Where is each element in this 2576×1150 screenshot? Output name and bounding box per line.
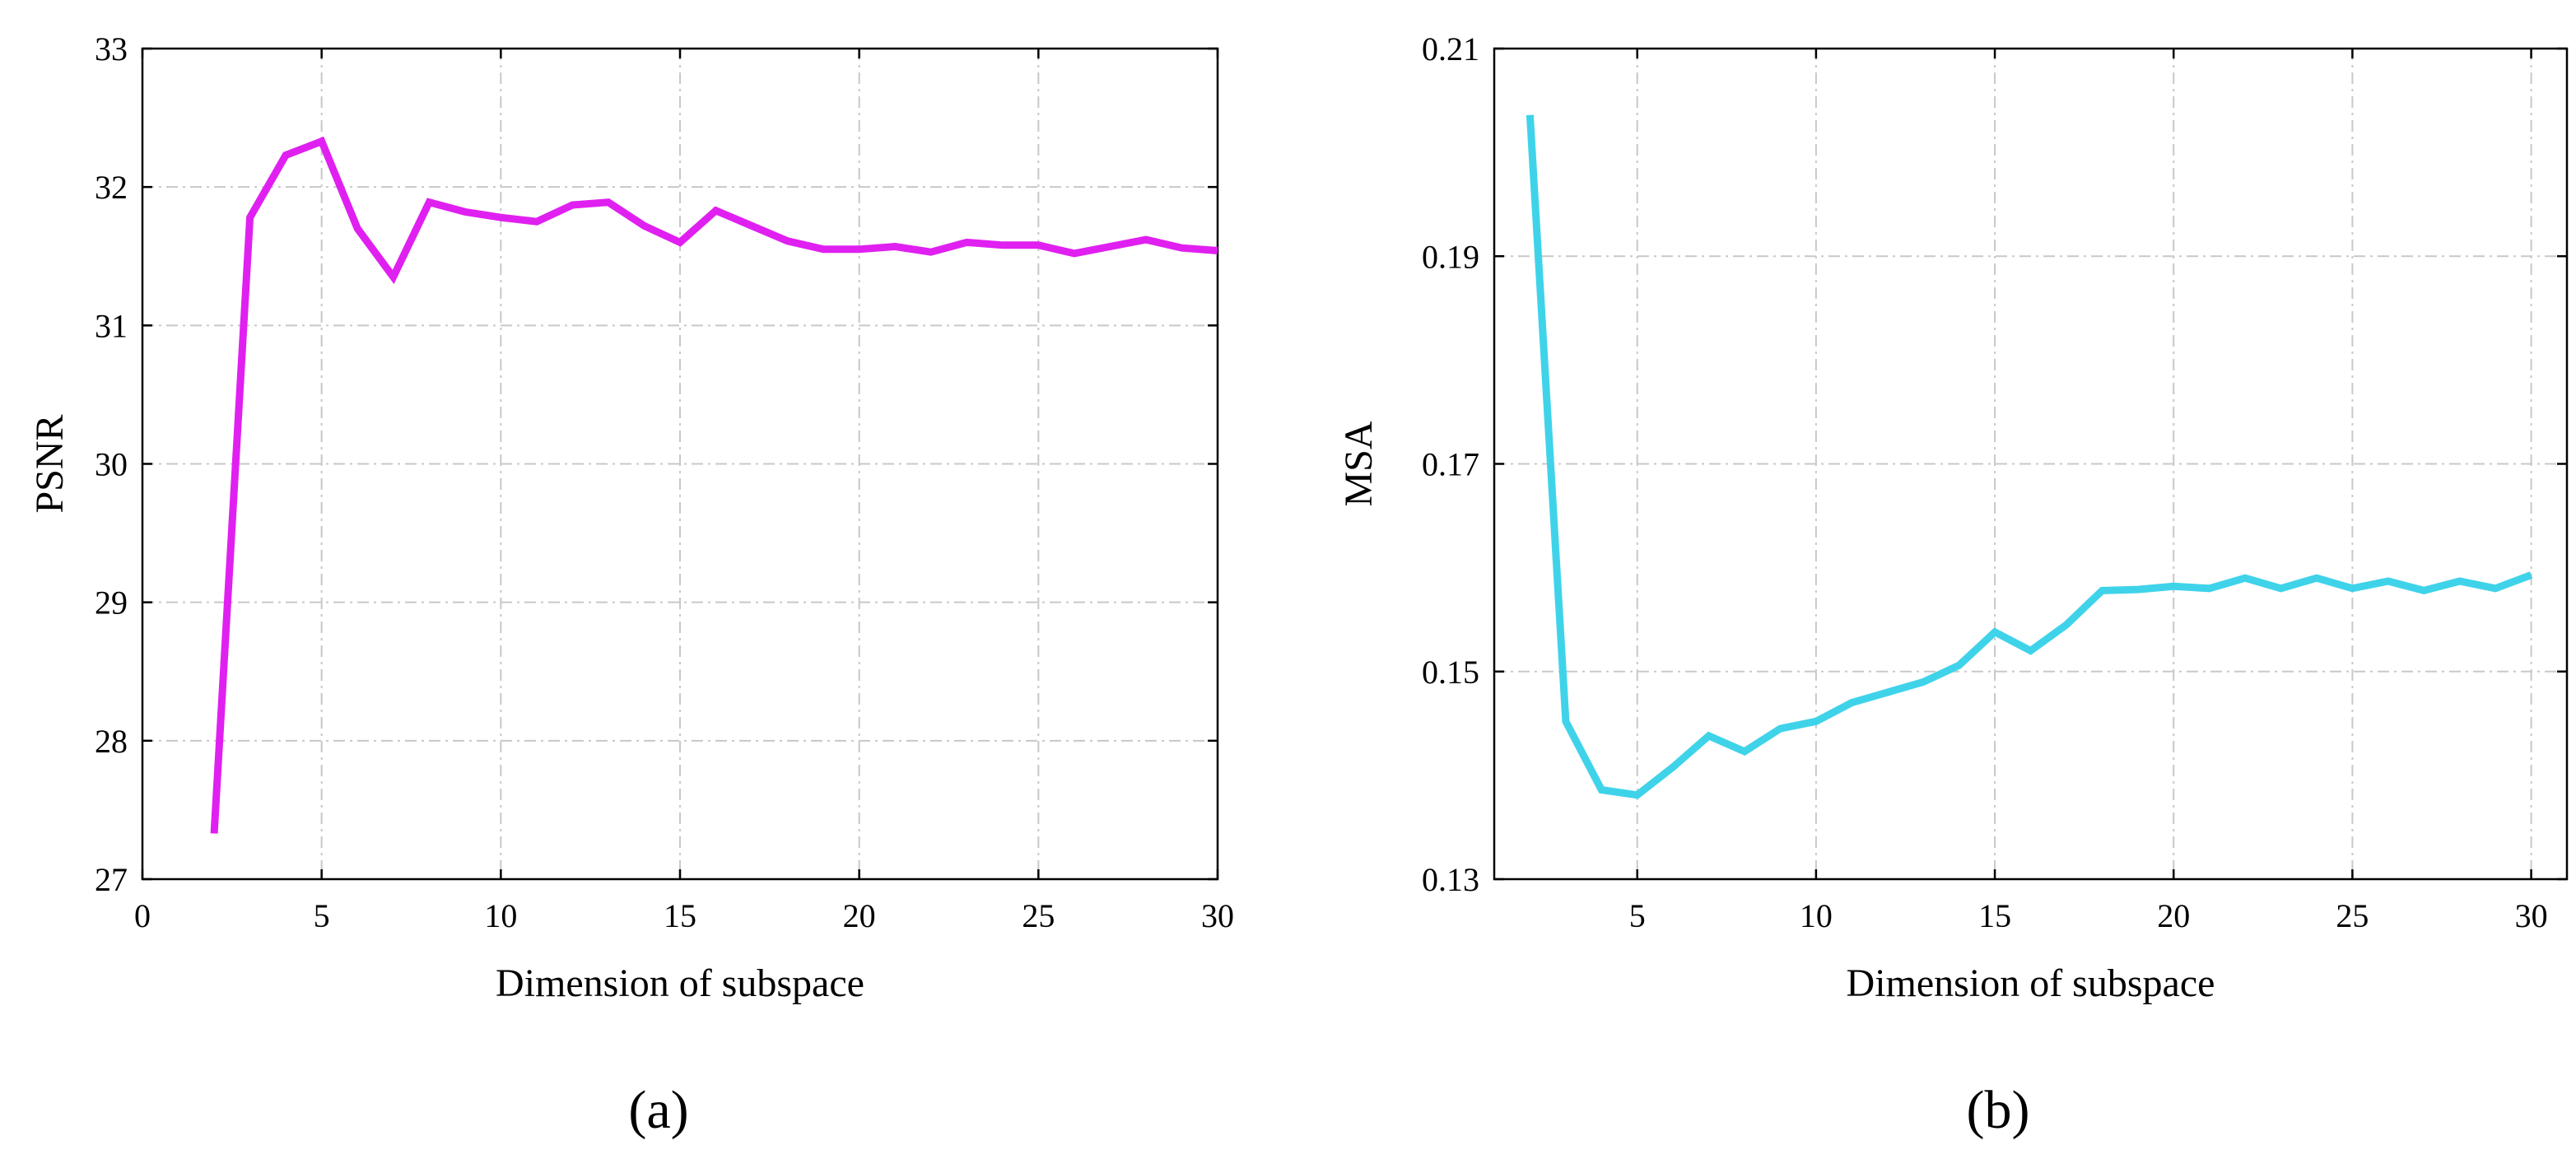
b-xtick-label-30: 30 bbox=[2515, 897, 2548, 934]
b-caption: (b) bbox=[1967, 1080, 2030, 1140]
b-xtick-label-25: 25 bbox=[2336, 897, 2369, 934]
a-caption: (a) bbox=[628, 1080, 688, 1140]
a-series-line-psnr bbox=[210, 136, 1218, 834]
a-ytick-label-29: 29 bbox=[95, 584, 128, 622]
b-xtick-label-20: 20 bbox=[2157, 897, 2190, 934]
b-ytick-label-0.17: 0.17 bbox=[1422, 446, 1479, 483]
b-series-line-msa bbox=[1526, 114, 2533, 799]
b-ytick-label-0.21: 0.21 bbox=[1422, 30, 1479, 68]
a-ytick-label-31: 31 bbox=[95, 307, 128, 344]
b-xtick-label-10: 10 bbox=[1800, 897, 1833, 934]
b-ytick-label-0.19: 0.19 bbox=[1422, 238, 1479, 275]
a-xtick-label-5: 5 bbox=[314, 897, 330, 934]
a-xtick-label-10: 10 bbox=[484, 897, 517, 934]
b-x-axis-label: Dimension of subspace bbox=[1847, 961, 2215, 1005]
b-ytick-label-0.15: 0.15 bbox=[1422, 654, 1479, 691]
a-ytick-label-32: 32 bbox=[95, 169, 128, 206]
a-ytick-label-33: 33 bbox=[95, 30, 128, 68]
a-x-axis-label: Dimension of subspace bbox=[496, 961, 864, 1005]
a-xtick-label-15: 15 bbox=[664, 897, 696, 934]
a-ytick-label-27: 27 bbox=[95, 861, 128, 898]
b-y-axis-label: MSA bbox=[1337, 421, 1381, 506]
a-xtick-label-20: 20 bbox=[843, 897, 876, 934]
a-ytick-label-28: 28 bbox=[95, 723, 128, 760]
b-xtick-label-5: 5 bbox=[1629, 897, 1646, 934]
a-ytick-label-30: 30 bbox=[95, 446, 128, 483]
chart-a-psnr: 0 5 10 15 20 25 30 27 28 29 30 31 32 33 Dimension of s… bbox=[28, 30, 1234, 1140]
a-xtick-label-0: 0 bbox=[134, 897, 151, 934]
a-xtick-label-30: 30 bbox=[1201, 897, 1234, 934]
b-xtick-label-15: 15 bbox=[1978, 897, 2011, 934]
a-y-axis-label: PSNR bbox=[28, 414, 72, 513]
chart-b-msa: 5 10 15 20 25 30 0.13 0.15 0.17 0.19 0.21 Dimension… bbox=[1337, 30, 2569, 1140]
a-xtick-label-25: 25 bbox=[1022, 897, 1055, 934]
b-ytick-label-0.13: 0.13 bbox=[1422, 861, 1479, 898]
